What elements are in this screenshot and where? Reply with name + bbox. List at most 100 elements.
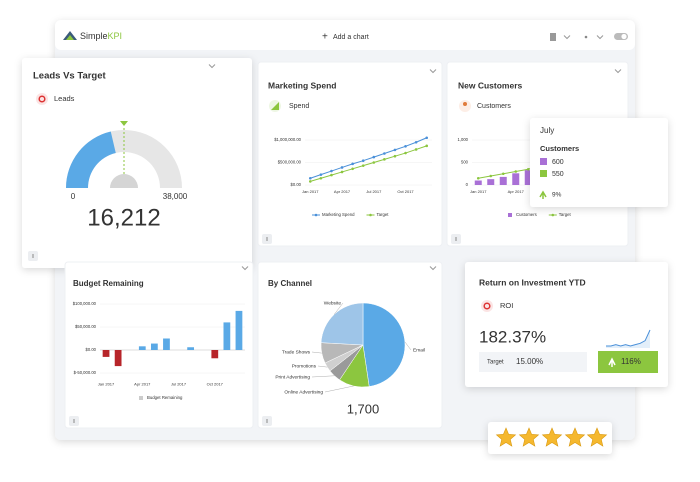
point: [393, 148, 397, 152]
y-tick-label: $-50,000.00: [74, 370, 97, 375]
point: [514, 170, 518, 173]
target-value: 15.00%: [516, 357, 543, 366]
legend-swatch-dot: [314, 213, 318, 217]
gauge-hub: [110, 174, 138, 188]
x-tick-label: Apr 2017: [334, 189, 351, 194]
pie-label: Print Advertising: [275, 374, 310, 380]
bar: [114, 350, 122, 367]
menu-chevron: [429, 69, 437, 74]
point: [330, 169, 333, 173]
x-tick-label: Jul 2017: [171, 382, 187, 387]
pie-label: Email: [413, 347, 425, 353]
point: [476, 176, 480, 180]
kpi-name: ROI: [500, 301, 513, 310]
point: [425, 144, 429, 148]
leader-line: [311, 375, 335, 378]
card-title: Marketing Spend: [268, 80, 336, 90]
point: [414, 148, 418, 151]
rating-star: [518, 427, 540, 447]
card-title: By Channel: [268, 279, 312, 288]
target-label: Target: [487, 360, 504, 366]
change-box: [598, 351, 658, 373]
kpi-icon: [481, 300, 493, 312]
add-chart: Add a chart: [333, 34, 369, 41]
x-tick-label: Jan 2017: [470, 189, 487, 194]
point: [340, 170, 344, 174]
y-tick-label: $100,000.00: [73, 301, 97, 306]
legend-swatch-dot: [551, 213, 555, 217]
kpi-name: Customers: [477, 103, 511, 110]
tooltip-swatch: [540, 170, 547, 177]
tooltip-month: July: [540, 126, 554, 135]
card-title: New Customers: [458, 80, 523, 90]
roi-value: 182.37%: [479, 327, 546, 346]
menu-chevron: [241, 266, 249, 271]
point: [489, 174, 493, 178]
kpi-icon-glyph: [483, 302, 491, 310]
leader-line: [404, 341, 412, 351]
point: [383, 152, 386, 155]
bar: [524, 170, 532, 185]
bar: [474, 180, 482, 185]
leader-line: [317, 365, 328, 368]
gauge-fill: [66, 131, 116, 188]
legend-swatch-dot: [369, 213, 372, 217]
kpi-icon: [36, 93, 48, 105]
card-title: Leads Vs Target: [33, 71, 107, 82]
point: [526, 167, 530, 171]
legend-swatch: [508, 213, 512, 217]
sparkline: [606, 329, 651, 347]
leader-line: [333, 302, 344, 315]
up-arrow: [539, 190, 547, 199]
rating-star: [564, 427, 586, 447]
pie-label: Online Advertising: [284, 389, 323, 395]
brand: SimpleKPI: [80, 31, 122, 41]
y-tick-label: $500,000.00: [278, 160, 302, 165]
tooltip: [530, 118, 668, 207]
point: [319, 173, 323, 176]
kpi-icon-glyph: [271, 102, 279, 110]
leader-line: [324, 385, 354, 393]
point: [351, 162, 354, 166]
pie-label: Website: [324, 300, 342, 306]
legend-label: Budget Remaining: [147, 395, 183, 400]
x-tick-label: Jul 2017: [366, 189, 382, 194]
toolbar-dots: [584, 35, 588, 39]
point: [383, 158, 386, 161]
kpi-name: Leads: [54, 94, 75, 103]
up-arrow: [608, 357, 616, 367]
bar: [187, 347, 195, 350]
kpi-icon-glyph: [463, 102, 467, 106]
point: [351, 167, 354, 171]
y-tick-label: $50,000.00: [75, 324, 97, 329]
toggle-knob: [621, 33, 627, 40]
tooltip-value: 600: [552, 159, 564, 166]
tooltip-change: 9%: [552, 192, 562, 199]
gauge-target-marker: [120, 121, 128, 126]
x-tick-label: Jan 2017: [302, 189, 319, 194]
x-tick-label: Jan 2017: [98, 382, 115, 387]
legend-swatch: [139, 396, 143, 400]
logo-icon-accent: [66, 35, 74, 40]
bar: [138, 346, 146, 350]
point: [414, 140, 418, 144]
gauge-min: 0: [71, 192, 76, 201]
y-tick-label: 1,000: [458, 137, 469, 142]
kpi-icon-glyph: [38, 95, 46, 103]
x-tick-label: Apr 2017: [134, 382, 151, 387]
x-tick-label: Apr 2017: [508, 189, 525, 194]
card: [22, 58, 252, 268]
point: [361, 164, 365, 167]
card: [64, 261, 254, 429]
pie-label: Trade Shows: [282, 349, 311, 355]
tooltip-target: 550: [552, 171, 564, 178]
legend-label: Target: [559, 212, 572, 217]
legend-label: Target: [377, 212, 390, 217]
menu-chevron: [614, 69, 622, 74]
bar: [223, 322, 231, 350]
point: [425, 136, 429, 140]
point: [308, 176, 312, 180]
card: [257, 61, 443, 247]
legend-label: Marketing Spend: [322, 212, 355, 217]
